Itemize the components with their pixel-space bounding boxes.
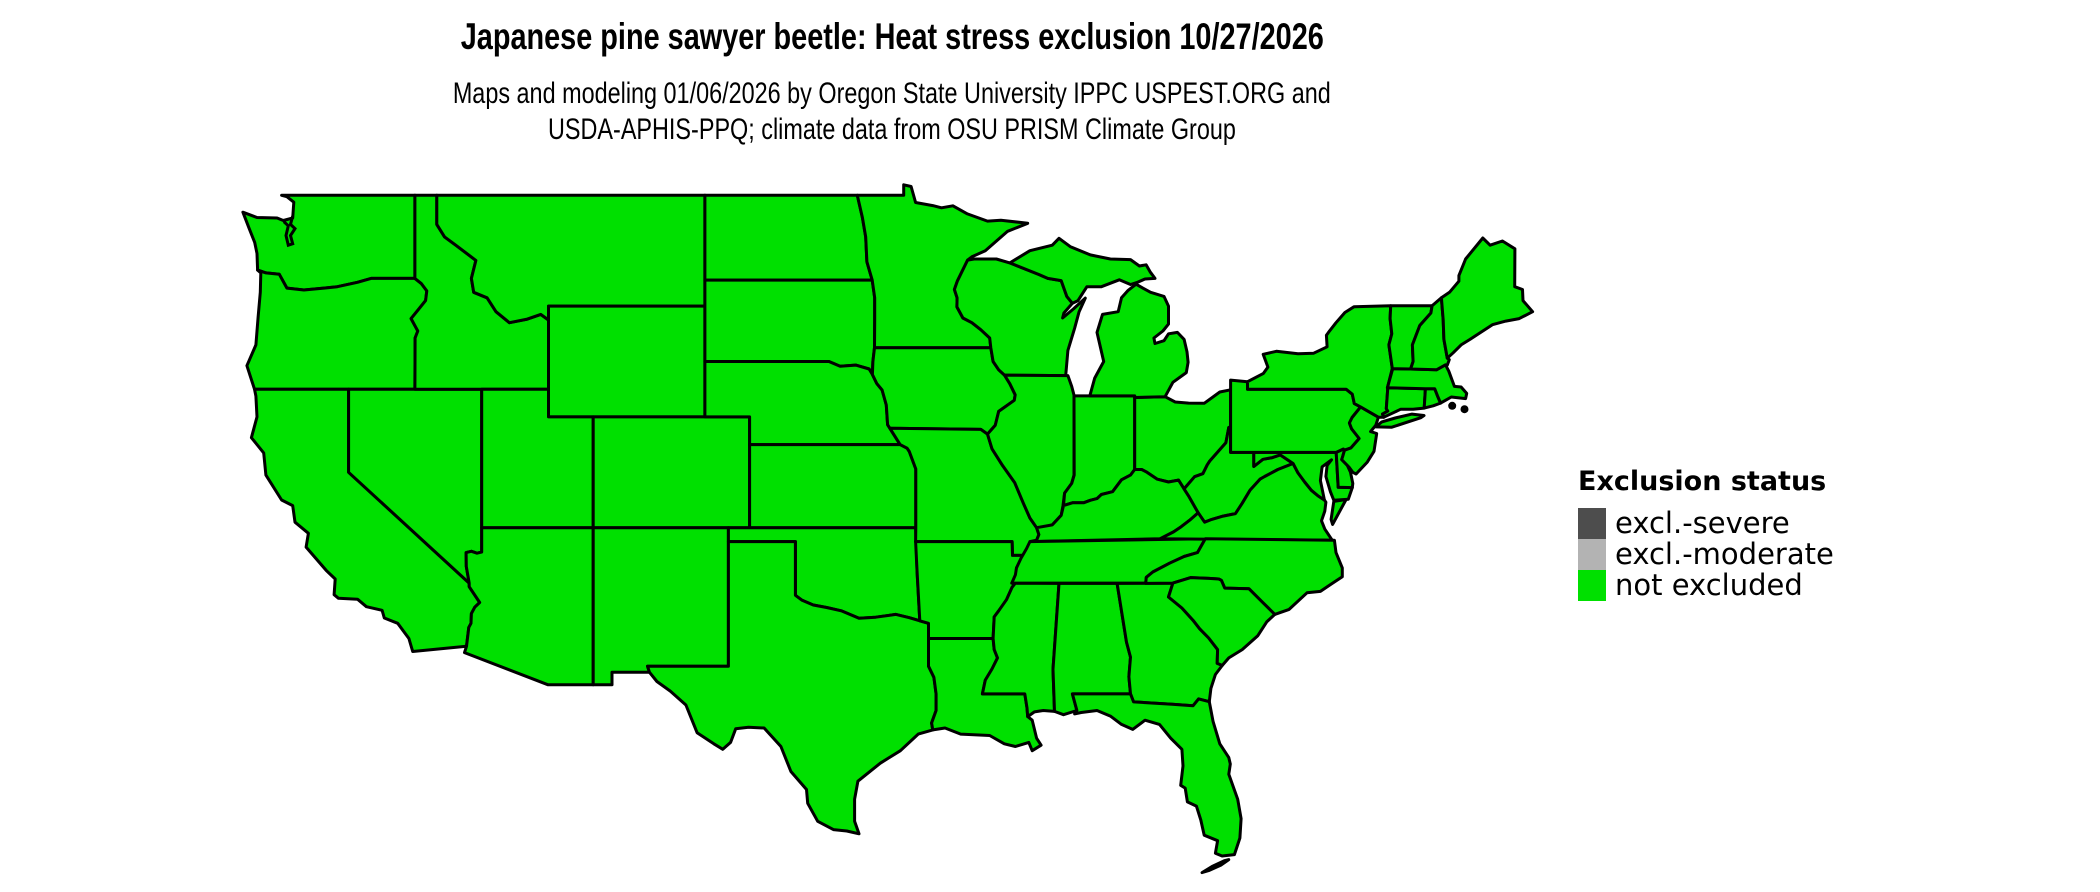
legend: Exclusion status excl.-severe excl.-mode… <box>1578 466 1834 601</box>
state-FL <box>1070 692 1243 858</box>
us-map <box>219 169 1535 877</box>
state-AZ <box>463 526 595 687</box>
state-WY <box>547 304 707 419</box>
state-SC <box>1167 576 1277 667</box>
state-KS <box>748 443 918 530</box>
state-PA <box>1229 378 1363 454</box>
island-dot <box>1448 401 1457 410</box>
subtitle-line-2: USDA-APHIS-PPQ; climate data from OSU PR… <box>548 113 1236 146</box>
legend-item-not-excluded: not excluded <box>1578 570 1834 601</box>
state-VA <box>1158 462 1334 542</box>
state-FL <box>1200 858 1231 875</box>
state-MI <box>1008 236 1157 305</box>
legend-label-not-excluded: not excluded <box>1615 568 1803 602</box>
legend-title: Exclusion status <box>1578 466 1827 497</box>
state-CT <box>1381 386 1427 419</box>
severe-swatch-icon <box>1578 508 1606 539</box>
subtitle: Maps and modeling 01/06/2026 by Oregon S… <box>92 76 1692 148</box>
puget-sound-detail <box>282 215 297 248</box>
state-CO <box>591 415 752 530</box>
legend-item-severe: excl.-severe <box>1578 508 1834 539</box>
page-title-text: Japanese pine sawyer beetle: Heat stress… <box>460 16 1324 57</box>
page-title: Japanese pine sawyer beetle: Heat stress… <box>92 16 1692 58</box>
state-ME <box>1439 236 1535 360</box>
state-MD <box>1252 450 1354 502</box>
island-dot <box>1460 405 1469 414</box>
state-MI <box>1088 282 1190 399</box>
state-MS <box>980 581 1061 719</box>
state-NJ <box>1340 405 1380 476</box>
state-ND <box>703 193 874 282</box>
not-excluded-swatch-icon <box>1578 570 1606 601</box>
legend-label-moderate: excl.-moderate <box>1615 537 1834 571</box>
state-TX <box>646 540 938 836</box>
legend-label-severe: excl.-severe <box>1615 506 1790 540</box>
legend-item-moderate: excl.-moderate <box>1578 539 1834 570</box>
state-OR <box>245 268 429 391</box>
state-NY <box>1374 412 1426 429</box>
subtitle-line-1: Maps and modeling 01/06/2026 by Oregon S… <box>453 77 1331 110</box>
state-VA <box>1329 498 1348 526</box>
moderate-swatch-icon <box>1578 539 1606 570</box>
state-NM <box>591 526 730 687</box>
